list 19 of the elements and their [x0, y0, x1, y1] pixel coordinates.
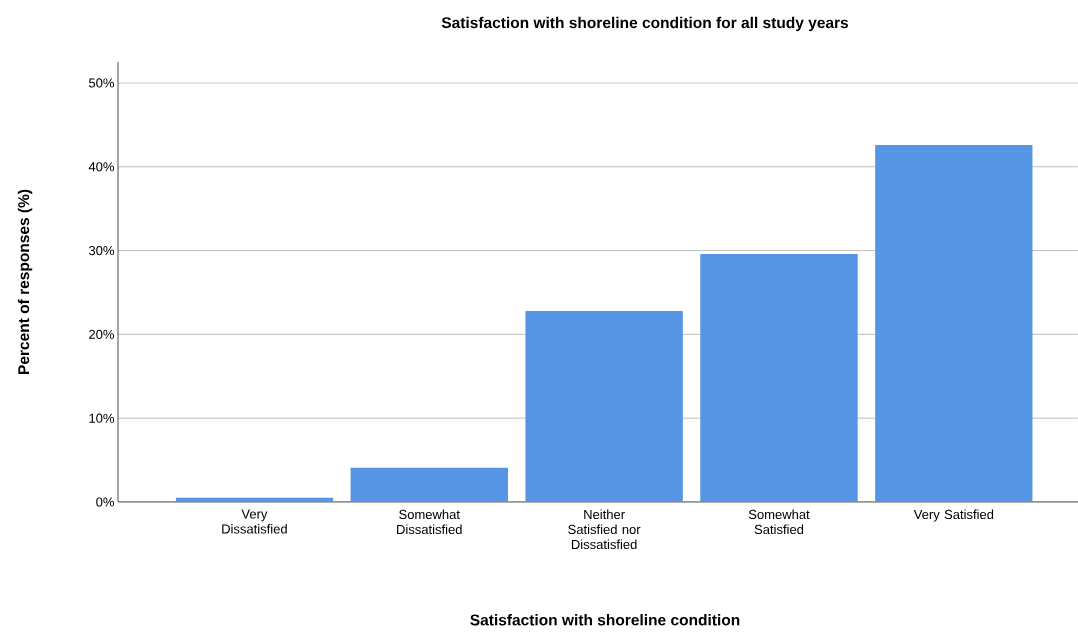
x-axis-title: Satisfaction with shoreline condition [470, 614, 740, 626]
y-tick-label: 30% [88, 245, 115, 256]
y-tick-label: 0% [96, 497, 115, 507]
x-tick-label: Very Satisfied [913, 509, 994, 522]
x-tick-label: Somewhat Satisfied [748, 509, 810, 535]
bar [525, 310, 683, 502]
bar [175, 497, 334, 502]
x-tick-label: Somewhat Dissatisfied [397, 509, 462, 535]
bar [875, 144, 1033, 502]
bar [700, 253, 858, 502]
x-tick-label: Neither Satisfied nor Dissatisfied [568, 509, 641, 550]
chart-title: Satisfaction with shoreline condition for all study years [441, 16, 849, 32]
x-tick-label: Very Dissatisfied [222, 509, 287, 534]
y-tick-label: 10% [89, 413, 115, 423]
y-axis-title: Percent of responses (%) [17, 189, 33, 374]
bar [350, 467, 508, 502]
y-tick-label: 20% [89, 329, 115, 339]
y-tick-label: 50% [88, 78, 115, 88]
y-tick-label: 40% [88, 162, 115, 172]
